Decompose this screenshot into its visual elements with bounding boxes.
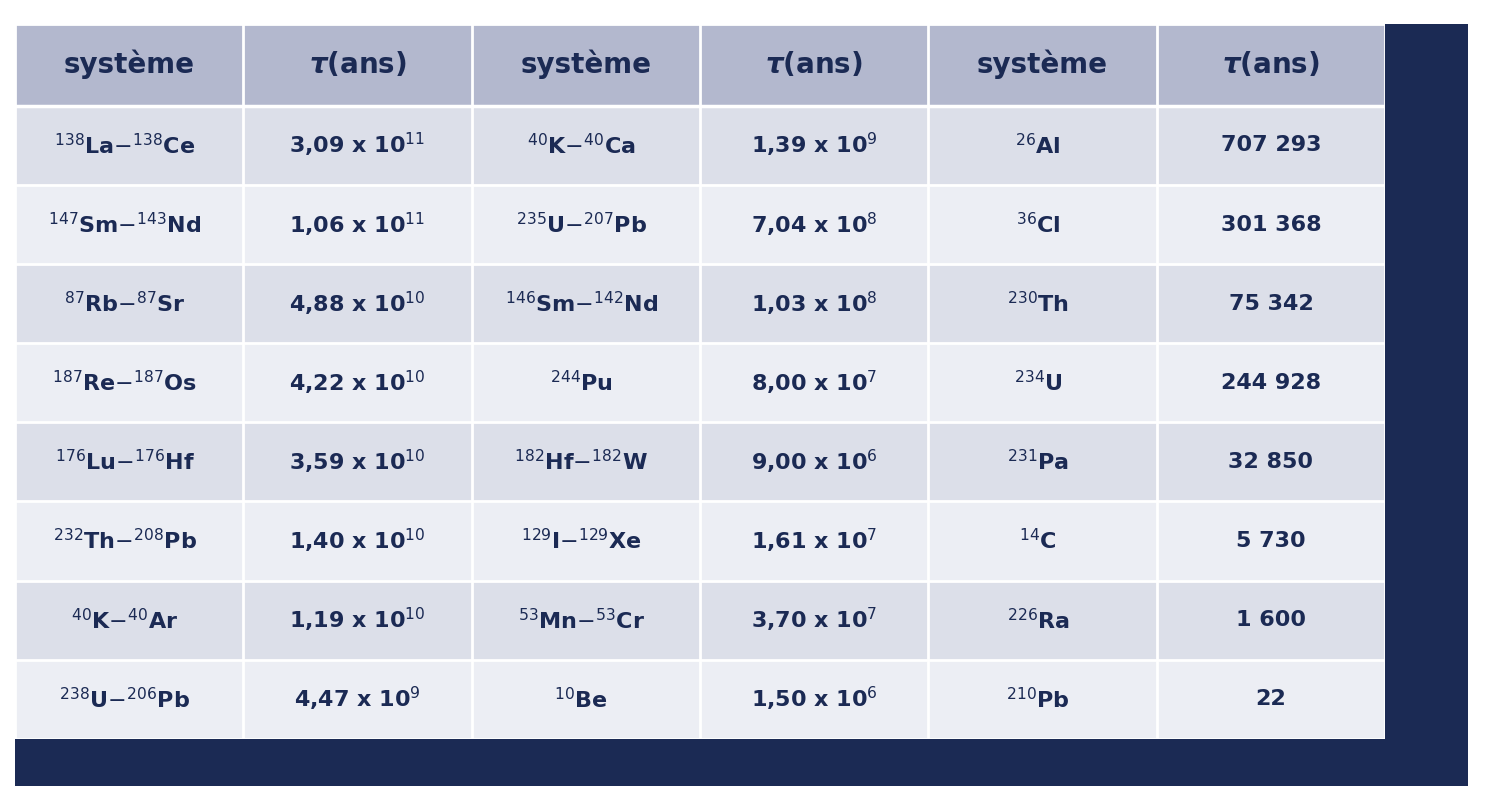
Text: $^{146}$Sm$-^{142}$Nd: $^{146}$Sm$-^{142}$Nd	[505, 291, 658, 316]
Text: 1,39 x 10$^{9}$: 1,39 x 10$^{9}$	[751, 131, 877, 160]
Text: 1,19 x 10$^{10}$: 1,19 x 10$^{10}$	[289, 606, 426, 634]
Text: $^{53}$Mn$-^{53}$Cr: $^{53}$Mn$-^{53}$Cr	[517, 608, 645, 633]
Text: $^{226}$Ra: $^{226}$Ra	[1006, 608, 1069, 633]
Text: 3,70 x 10$^{7}$: 3,70 x 10$^{7}$	[751, 606, 877, 634]
Text: $^{244}$Pu: $^{244}$Pu	[550, 370, 613, 395]
Text: $^{26}$Al: $^{26}$Al	[1015, 133, 1061, 158]
Bar	[15, 581, 1385, 659]
Text: $^{10}$Be: $^{10}$Be	[555, 687, 609, 712]
Bar	[15, 264, 1385, 343]
Text: $^{187}$Re$-^{187}$Os: $^{187}$Re$-^{187}$Os	[52, 370, 198, 395]
Text: $^{235}$U$-^{207}$Pb: $^{235}$U$-^{207}$Pb	[516, 212, 646, 237]
Bar	[15, 501, 1385, 581]
Text: $\boldsymbol{\tau}$(ans): $\boldsymbol{\tau}$(ans)	[309, 50, 406, 79]
Text: 1,50 x 10$^{6}$: 1,50 x 10$^{6}$	[751, 685, 877, 714]
Text: 22: 22	[1256, 689, 1286, 709]
Text: $^{230}$Th: $^{230}$Th	[1007, 291, 1069, 316]
Text: système: système	[520, 50, 652, 79]
Text: 32 850: 32 850	[1228, 452, 1313, 472]
Text: $^{232}$Th$-^{208}$Pb: $^{232}$Th$-^{208}$Pb	[52, 528, 196, 553]
Text: 4,88 x 10$^{10}$: 4,88 x 10$^{10}$	[289, 289, 426, 318]
Text: $^{234}$U: $^{234}$U	[1013, 370, 1063, 395]
Text: $^{182}$Hf$-^{182}$W: $^{182}$Hf$-^{182}$W	[514, 450, 648, 475]
Text: 1,40 x 10$^{10}$: 1,40 x 10$^{10}$	[289, 527, 426, 555]
Bar	[1385, 24, 1468, 739]
Text: 707 293: 707 293	[1220, 135, 1321, 156]
Bar	[15, 24, 1385, 106]
Text: $^{87}$Rb$-^{87}$Sr: $^{87}$Rb$-^{87}$Sr	[63, 291, 186, 316]
Text: 4,22 x 10$^{10}$: 4,22 x 10$^{10}$	[289, 369, 426, 397]
Bar	[15, 659, 1385, 739]
Text: 4,47 x 10$^{9}$: 4,47 x 10$^{9}$	[294, 685, 421, 714]
Text: $^{147}$Sm$-^{143}$Nd: $^{147}$Sm$-^{143}$Nd	[48, 212, 201, 237]
Bar	[15, 422, 1385, 501]
Text: système: système	[63, 50, 195, 79]
Text: $^{138}$La$-^{138}$Ce: $^{138}$La$-^{138}$Ce	[54, 133, 195, 158]
Bar	[15, 106, 1385, 185]
Text: 8,00 x 10$^{7}$: 8,00 x 10$^{7}$	[751, 369, 877, 397]
Text: 1 600: 1 600	[1235, 610, 1306, 630]
Bar	[15, 343, 1385, 422]
Text: $\boldsymbol{\tau}$(ans): $\boldsymbol{\tau}$(ans)	[1222, 50, 1319, 79]
Text: 3,09 x 10$^{11}$: 3,09 x 10$^{11}$	[289, 131, 426, 160]
Text: 75 342: 75 342	[1229, 294, 1313, 314]
Text: 3,59 x 10$^{10}$: 3,59 x 10$^{10}$	[289, 448, 426, 476]
Text: 1,61 x 10$^{7}$: 1,61 x 10$^{7}$	[751, 527, 877, 555]
Text: $^{238}$U$-^{206}$Pb: $^{238}$U$-^{206}$Pb	[58, 687, 190, 712]
Text: 9,00 x 10$^{6}$: 9,00 x 10$^{6}$	[751, 448, 877, 476]
Text: système: système	[977, 50, 1108, 79]
Text: $^{40}$K$-^{40}$Ca: $^{40}$K$-^{40}$Ca	[528, 133, 636, 158]
Text: 244 928: 244 928	[1220, 373, 1321, 393]
Text: $^{14}$C: $^{14}$C	[1019, 528, 1057, 553]
Text: $^{40}$K$-^{40}$Ar: $^{40}$K$-^{40}$Ar	[70, 608, 178, 633]
Bar	[15, 739, 1468, 786]
Text: $^{176}$Lu$-^{176}$Hf: $^{176}$Lu$-^{176}$Hf	[54, 450, 195, 475]
Text: 1,03 x 10$^{8}$: 1,03 x 10$^{8}$	[751, 289, 877, 318]
Text: $^{36}$Cl: $^{36}$Cl	[1016, 212, 1060, 237]
Text: $^{210}$Pb: $^{210}$Pb	[1006, 687, 1070, 712]
Text: 7,04 x 10$^{8}$: 7,04 x 10$^{8}$	[751, 211, 877, 239]
Text: $^{231}$Pa: $^{231}$Pa	[1007, 450, 1069, 475]
Bar	[15, 185, 1385, 264]
Text: 1,06 x 10$^{11}$: 1,06 x 10$^{11}$	[289, 211, 426, 239]
Text: $^{129}$I$-^{129}$Xe: $^{129}$I$-^{129}$Xe	[522, 528, 642, 553]
Text: $\boldsymbol{\tau}$(ans): $\boldsymbol{\tau}$(ans)	[766, 50, 863, 79]
Text: 5 730: 5 730	[1237, 531, 1306, 551]
Text: 301 368: 301 368	[1220, 215, 1321, 234]
